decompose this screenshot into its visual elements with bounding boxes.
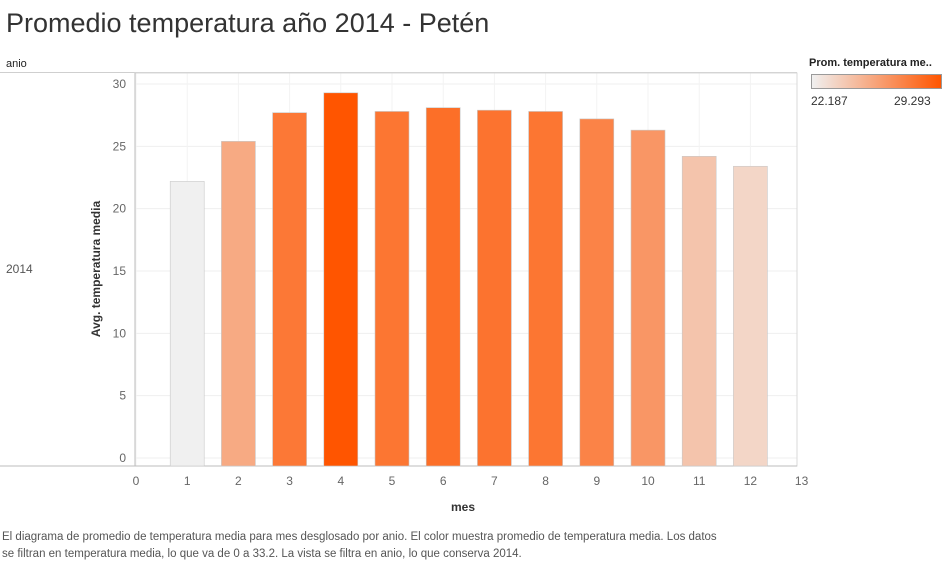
y-tick-label: 25 [113, 139, 127, 153]
x-tick-label: 11 [693, 474, 706, 488]
bar-month-6[interactable] [425, 107, 461, 467]
x-tick-label: 1 [184, 474, 191, 488]
bar-month-2[interactable] [221, 141, 256, 467]
bar-month-12[interactable] [733, 165, 768, 467]
x-tick-label: 7 [491, 474, 498, 488]
bar-month-10[interactable] [630, 129, 666, 467]
legend-color-ramp[interactable] [811, 74, 942, 89]
x-axis-title: mes [451, 500, 475, 514]
y-tick-label: 15 [113, 264, 127, 278]
bar-month-1[interactable] [169, 181, 205, 467]
x-tick-label: 12 [744, 474, 758, 488]
x-tick-label: 5 [389, 474, 396, 488]
bar-month-4[interactable] [323, 92, 359, 467]
x-tick-label: 3 [286, 474, 293, 488]
legend-title: Prom. temperatura me.. [809, 57, 932, 69]
y-tick-label: 10 [113, 326, 127, 340]
x-tick-label: 4 [337, 474, 344, 488]
row-label-year: 2014 [6, 262, 33, 276]
chart-caption: El diagrama de promedio de temperatura m… [2, 529, 942, 563]
y-axis-title: Avg. temperatura media [89, 201, 103, 338]
bars [169, 92, 768, 467]
x-tick-labels: 0 1 2 3 4 5 6 7 8 9 10 11 12 13 [133, 474, 809, 488]
caption-line-2: se filtran en temperatura media, lo que … [2, 548, 522, 560]
y-tick-label: 30 [113, 77, 127, 91]
y-tick-label: 0 [119, 451, 126, 465]
bar-month-3[interactable] [272, 112, 307, 467]
legend-max-label: 29.293 [894, 94, 931, 108]
x-tick-label: 0 [133, 474, 140, 488]
y-tick-label: 20 [113, 202, 127, 216]
x-tick-label: 10 [641, 474, 655, 488]
caption-line-1: El diagrama de promedio de temperatura m… [2, 531, 717, 543]
x-tick-label: 6 [440, 474, 447, 488]
x-tick-label: 9 [593, 474, 600, 488]
x-tick-label: 13 [795, 474, 809, 488]
bar-month-11[interactable] [681, 156, 717, 467]
bar-month-9[interactable] [579, 118, 615, 467]
y-tick-label: 5 [119, 389, 126, 403]
row-header-anio: anio [6, 58, 27, 70]
bar-month-8[interactable] [528, 111, 563, 467]
x-tick-label: 2 [235, 474, 242, 488]
legend-min-label: 22.187 [811, 94, 848, 108]
bar-month-7[interactable] [477, 109, 512, 467]
bar-month-5[interactable] [374, 111, 410, 467]
chart-title: Promedio temperatura año 2014 - Petén [6, 8, 490, 38]
y-tick-labels: 0 5 10 15 20 25 30 [113, 77, 127, 465]
x-tick-label: 8 [542, 474, 549, 488]
